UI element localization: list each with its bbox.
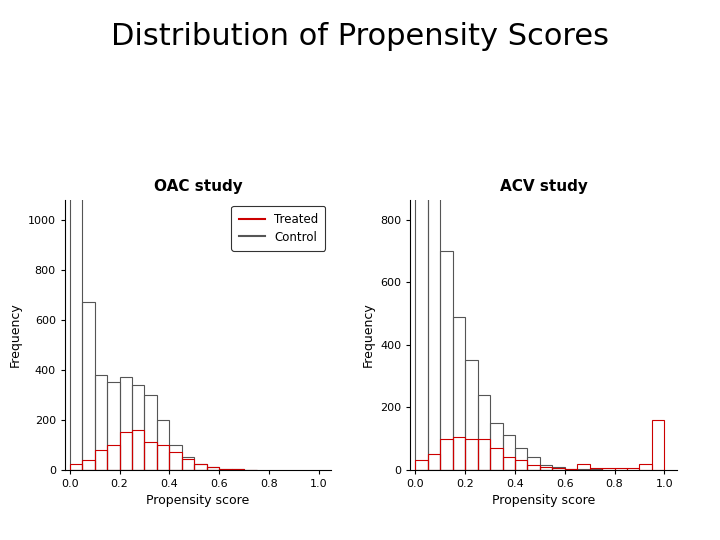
Bar xyxy=(120,433,132,470)
Bar xyxy=(590,468,602,470)
Bar xyxy=(490,423,503,470)
Title: OAC study: OAC study xyxy=(153,179,243,194)
Bar xyxy=(552,467,564,470)
Title: ACV study: ACV study xyxy=(500,179,588,194)
Bar xyxy=(428,454,440,470)
Bar xyxy=(194,463,207,470)
Bar xyxy=(503,457,515,470)
Bar xyxy=(107,445,120,470)
Bar xyxy=(528,457,540,470)
Bar xyxy=(477,438,490,470)
Bar xyxy=(540,467,552,470)
Bar xyxy=(132,430,145,470)
Bar xyxy=(120,377,132,470)
Bar xyxy=(94,450,107,470)
Bar xyxy=(453,316,465,470)
Bar xyxy=(577,463,590,470)
Bar xyxy=(70,463,82,470)
Bar xyxy=(82,302,94,470)
Bar xyxy=(440,251,453,470)
Bar xyxy=(169,445,182,470)
Bar xyxy=(627,468,639,470)
Bar xyxy=(652,420,665,470)
Bar xyxy=(219,469,232,470)
Bar xyxy=(552,468,564,470)
Bar xyxy=(107,382,120,470)
Y-axis label: Frequency: Frequency xyxy=(361,302,374,367)
Bar xyxy=(615,468,627,470)
Bar xyxy=(145,395,157,470)
Bar xyxy=(415,188,428,470)
Bar xyxy=(515,448,528,470)
Bar xyxy=(602,468,615,470)
Bar xyxy=(207,467,219,470)
Bar xyxy=(564,469,577,470)
Bar xyxy=(453,437,465,470)
Bar xyxy=(207,467,219,470)
Bar xyxy=(503,435,515,470)
Text: Distribution of Propensity Scores: Distribution of Propensity Scores xyxy=(111,22,609,51)
Bar xyxy=(182,457,194,470)
Bar xyxy=(94,375,107,470)
Bar xyxy=(564,469,577,470)
Bar xyxy=(528,465,540,470)
Bar xyxy=(182,458,194,470)
Bar xyxy=(415,461,428,470)
Bar xyxy=(194,463,207,470)
Bar xyxy=(428,198,440,470)
Bar xyxy=(145,442,157,470)
Bar xyxy=(490,448,503,470)
Bar xyxy=(465,360,477,470)
X-axis label: Propensity score: Propensity score xyxy=(492,495,595,508)
Bar xyxy=(477,395,490,470)
Bar xyxy=(440,438,453,470)
Bar xyxy=(157,420,169,470)
Bar xyxy=(169,453,182,470)
Legend: Treated, Control: Treated, Control xyxy=(231,206,325,251)
Bar xyxy=(515,461,528,470)
X-axis label: Propensity score: Propensity score xyxy=(146,495,250,508)
Bar xyxy=(82,460,94,470)
Bar xyxy=(132,385,145,470)
Bar xyxy=(70,195,82,470)
Bar xyxy=(465,438,477,470)
Bar xyxy=(540,465,552,470)
Bar xyxy=(219,469,232,470)
Bar xyxy=(577,469,590,470)
Y-axis label: Frequency: Frequency xyxy=(9,302,22,367)
Bar xyxy=(639,463,652,470)
Bar xyxy=(157,445,169,470)
